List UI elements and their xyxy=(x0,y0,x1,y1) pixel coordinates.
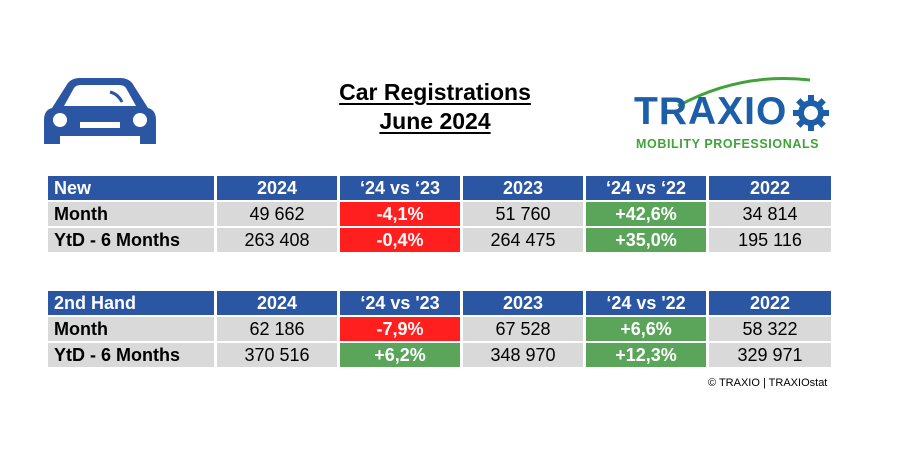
value-2024: 62 186 xyxy=(217,317,337,341)
table-header-row: New 2024 ‘24 vs ‘23 2023 ‘24 vs ‘22 2022 xyxy=(48,176,831,200)
value-2024: 263 408 xyxy=(217,228,337,252)
gear-icon xyxy=(793,95,829,131)
header-24-vs-22: ‘24 vs '22 xyxy=(586,291,706,315)
header-2024: 2024 xyxy=(217,291,337,315)
header-category: 2nd Hand xyxy=(48,291,214,315)
change-vs-2023: -7,9% xyxy=(340,317,460,341)
value-2023: 67 528 xyxy=(463,317,583,341)
table-row: YtD - 6 Months 263 408 -0,4% 264 475 +35… xyxy=(48,228,831,252)
row-label: Month xyxy=(48,317,214,341)
change-vs-2023: +6,2% xyxy=(340,343,460,367)
logo-wordmark: TRAXIO xyxy=(634,90,788,133)
car-front-icon xyxy=(44,78,156,144)
header-2022: 2022 xyxy=(709,176,831,200)
value-2022: 58 322 xyxy=(709,317,831,341)
new-registrations-table: New 2024 ‘24 vs ‘23 2023 ‘24 vs ‘22 2022… xyxy=(45,174,834,254)
table-row: YtD - 6 Months 370 516 +6,2% 348 970 +12… xyxy=(48,343,831,367)
value-2022: 195 116 xyxy=(709,228,831,252)
title-line-2: June 2024 xyxy=(379,108,491,134)
row-label: YtD - 6 Months xyxy=(48,343,214,367)
change-vs-2022: +42,6% xyxy=(586,202,706,226)
change-vs-2023: -0,4% xyxy=(340,228,460,252)
header-category: New xyxy=(48,176,214,200)
change-vs-2022: +35,0% xyxy=(586,228,706,252)
value-2023: 264 475 xyxy=(463,228,583,252)
change-vs-2022: +12,3% xyxy=(586,343,706,367)
logo-swoosh xyxy=(677,77,811,108)
value-2024: 49 662 xyxy=(217,202,337,226)
change-vs-2023: -4,1% xyxy=(340,202,460,226)
header-24-vs-23: ‘24 vs ‘23 xyxy=(340,176,460,200)
logo-tagline: MOBILITY PROFESSIONALS xyxy=(636,137,820,151)
table-row: Month 49 662 -4,1% 51 760 +42,6% 34 814 xyxy=(48,202,831,226)
traxio-logo: TRAXIO MOBILITY PROFESSIONALS xyxy=(630,70,830,160)
header-2023: 2023 xyxy=(463,176,583,200)
second-hand-registrations-table: 2nd Hand 2024 ‘24 vs '23 2023 ‘24 vs '22… xyxy=(45,289,834,369)
header-2022: 2022 xyxy=(709,291,831,315)
value-2022: 329 971 xyxy=(709,343,831,367)
page-title: Car Registrations June 2024 xyxy=(300,78,570,136)
header-24-vs-22: ‘24 vs ‘22 xyxy=(586,176,706,200)
header-24-vs-23: ‘24 vs '23 xyxy=(340,291,460,315)
title-line-1: Car Registrations xyxy=(339,79,531,105)
row-label: YtD - 6 Months xyxy=(48,228,214,252)
value-2023: 348 970 xyxy=(463,343,583,367)
table-row: Month 62 186 -7,9% 67 528 +6,6% 58 322 xyxy=(48,317,831,341)
value-2024: 370 516 xyxy=(217,343,337,367)
header-2024: 2024 xyxy=(217,176,337,200)
change-vs-2022: +6,6% xyxy=(586,317,706,341)
row-label: Month xyxy=(48,202,214,226)
value-2022: 34 814 xyxy=(709,202,831,226)
table-header-row: 2nd Hand 2024 ‘24 vs '23 2023 ‘24 vs '22… xyxy=(48,291,831,315)
value-2023: 51 760 xyxy=(463,202,583,226)
header-2023: 2023 xyxy=(463,291,583,315)
copyright-note: © TRAXIO | TRAXIOstat xyxy=(708,377,828,389)
